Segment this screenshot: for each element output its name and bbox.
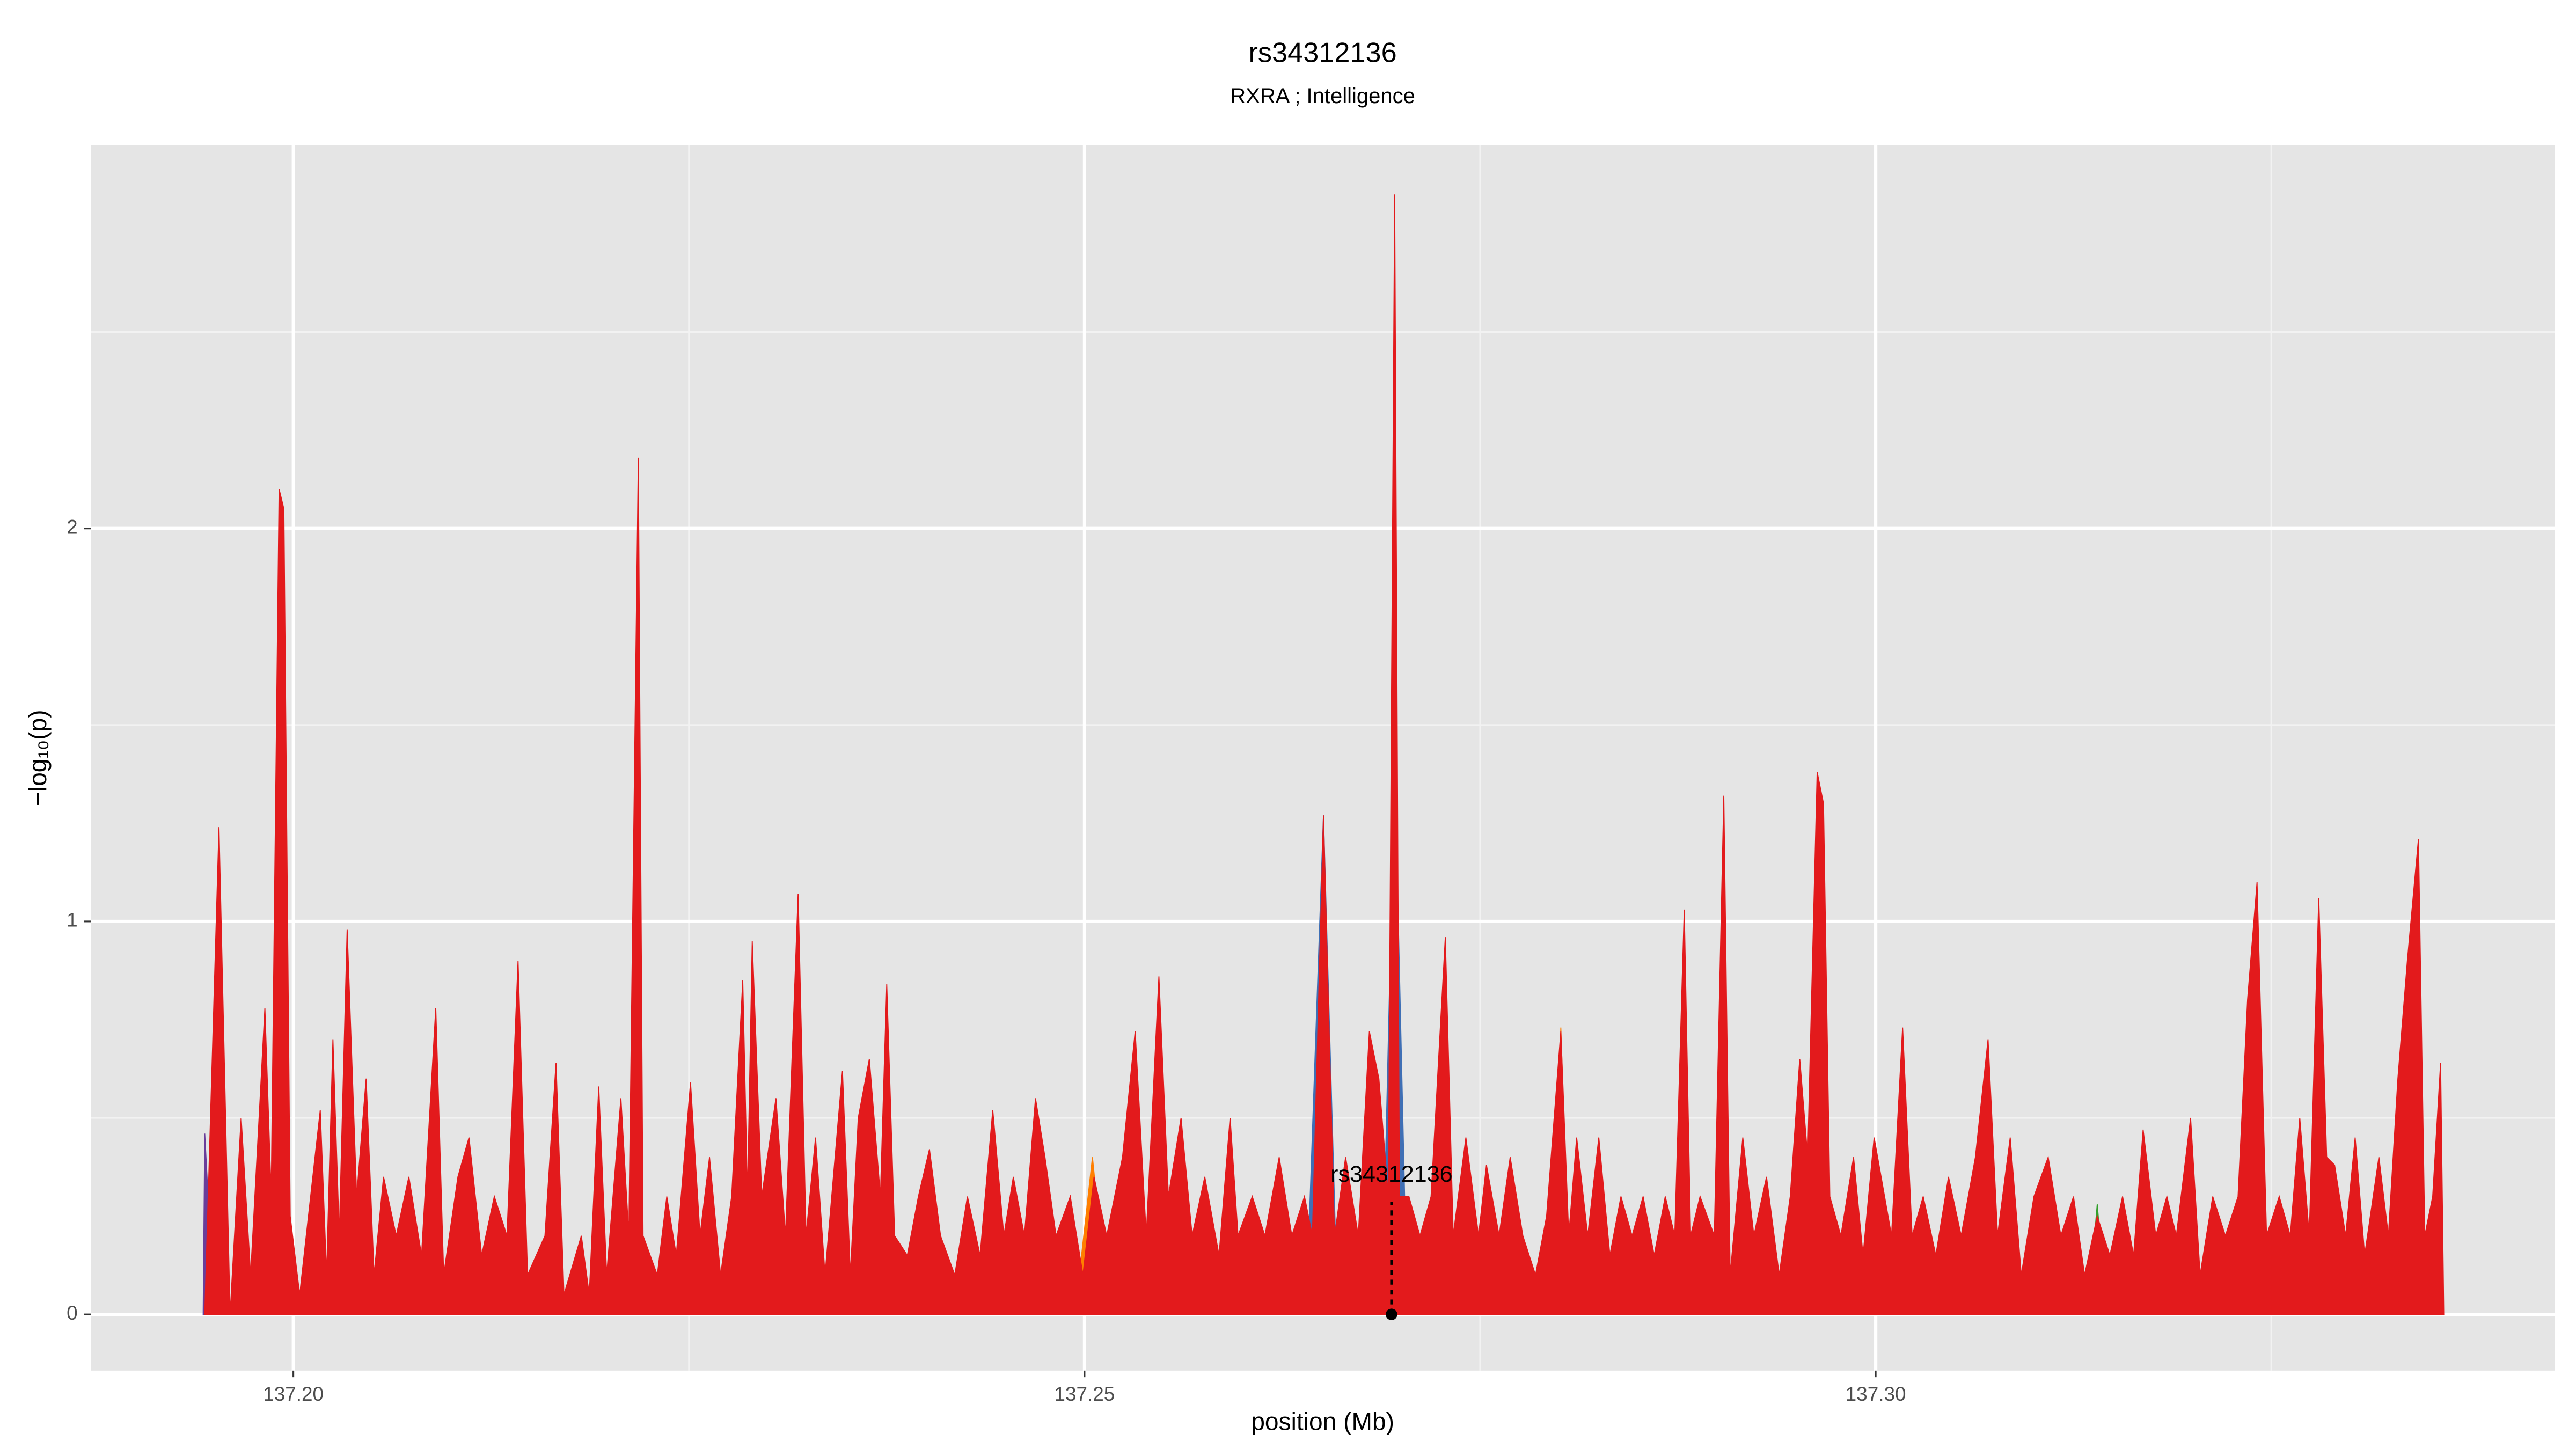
x-tick-label: 137.20 bbox=[263, 1383, 324, 1405]
chart-subtitle: RXRA ; Intelligence bbox=[1230, 84, 1415, 108]
y-tick-label: 1 bbox=[67, 909, 78, 931]
x-tick-label: 137.25 bbox=[1054, 1383, 1115, 1405]
annotation-label: rs34312136 bbox=[1330, 1161, 1452, 1187]
x-tick-label: 137.30 bbox=[1846, 1383, 1906, 1405]
chart-title: rs34312136 bbox=[1248, 37, 1396, 68]
y-axis-label: −log₁₀(p) bbox=[24, 709, 52, 806]
x-axis-label: position (Mb) bbox=[1251, 1407, 1394, 1435]
y-tick-label: 2 bbox=[67, 516, 78, 538]
annotation-point bbox=[1386, 1308, 1397, 1320]
area bbox=[204, 194, 2445, 1315]
y-tick-label: 0 bbox=[67, 1302, 78, 1324]
